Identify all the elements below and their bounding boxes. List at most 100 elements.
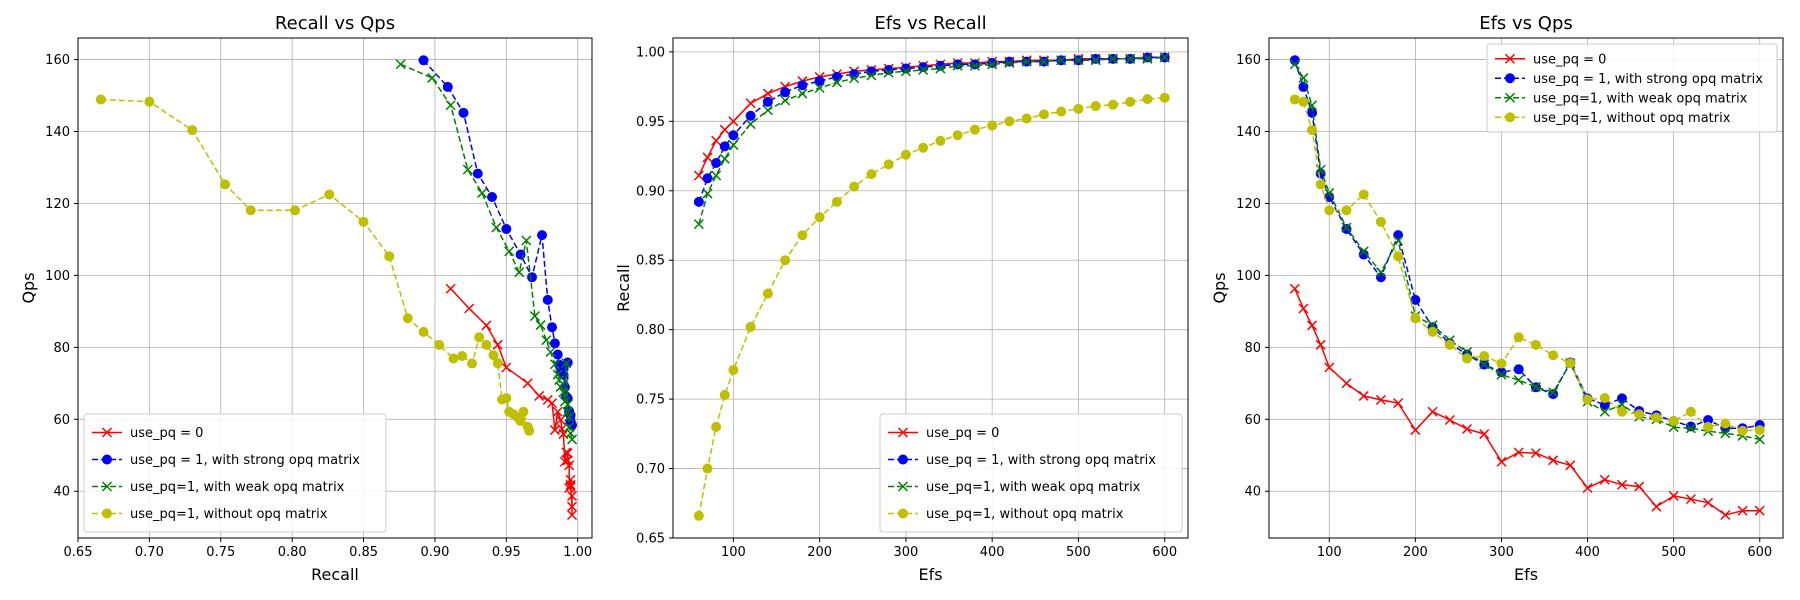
data-point xyxy=(552,406,563,417)
data-point xyxy=(1004,116,1015,127)
data-point xyxy=(1685,423,1696,434)
data-point xyxy=(728,130,739,141)
legend-label: use_pq = 1, with strong opq matrix xyxy=(926,453,1156,468)
data-point xyxy=(477,188,488,199)
data-point xyxy=(472,168,483,179)
data-point xyxy=(1393,235,1404,246)
data-point xyxy=(1651,501,1662,512)
data-point xyxy=(728,364,739,375)
data-point xyxy=(1444,339,1455,350)
data-point xyxy=(458,107,469,118)
data-point xyxy=(1685,494,1696,505)
data-point xyxy=(1142,53,1153,64)
data-point xyxy=(1530,381,1541,392)
legend-marker xyxy=(101,481,113,492)
series-3 xyxy=(693,52,1170,230)
data-point xyxy=(1685,406,1696,417)
data-point xyxy=(1056,55,1067,66)
grid xyxy=(77,38,592,538)
data-point xyxy=(1565,460,1576,471)
y-tick-label: 100 xyxy=(1236,269,1261,284)
data-point xyxy=(546,398,558,409)
legend-box xyxy=(1486,43,1778,133)
data-point xyxy=(1307,320,1318,331)
data-point xyxy=(780,95,791,106)
data-point xyxy=(522,378,533,389)
y-tick-label: 0.70 xyxy=(636,462,665,477)
data-point xyxy=(462,164,473,175)
data-point xyxy=(762,105,773,116)
series-4 xyxy=(95,94,535,436)
series-line xyxy=(1294,98,1760,432)
data-point xyxy=(1307,100,1318,111)
data-point xyxy=(564,411,575,422)
data-point xyxy=(1142,52,1153,63)
legend-label: use_pq=1, without opq matrix xyxy=(926,507,1124,522)
y-tick-label: 80 xyxy=(53,341,70,356)
data-point xyxy=(1737,425,1748,436)
x-tick-label: 400 xyxy=(980,545,1005,560)
x-tick-label: 400 xyxy=(1575,545,1600,560)
data-point xyxy=(702,173,713,184)
data-point xyxy=(883,67,894,78)
data-point xyxy=(1358,246,1369,257)
data-point xyxy=(1616,406,1627,417)
series-1 xyxy=(445,283,578,521)
data-point xyxy=(780,87,791,98)
data-point xyxy=(1754,505,1765,516)
x-tick-label: 200 xyxy=(807,545,832,560)
x-tick-label: 1.00 xyxy=(563,545,592,560)
legend-label: use_pq=1, with weak opq matrix xyxy=(130,480,345,495)
data-point xyxy=(1444,414,1455,426)
data-point xyxy=(1021,56,1032,67)
data-point xyxy=(384,251,395,262)
legend-marker xyxy=(1504,53,1516,64)
data-point xyxy=(1159,52,1170,63)
y-tick-label: 120 xyxy=(1236,197,1261,212)
data-point xyxy=(434,339,445,350)
data-point xyxy=(719,141,730,152)
series-2 xyxy=(418,55,578,431)
y-axis-label: Qps xyxy=(19,272,38,303)
data-point xyxy=(711,135,722,146)
data-point xyxy=(1410,425,1421,436)
data-point xyxy=(952,59,963,70)
data-point xyxy=(1479,359,1490,370)
data-point xyxy=(952,60,963,71)
data-point xyxy=(900,66,911,77)
data-point xyxy=(1462,353,1473,364)
data-point xyxy=(831,196,842,207)
legend: use_pq = 0 use_pq = 1, with strong opq ma… xyxy=(83,413,387,533)
data-point xyxy=(702,463,713,474)
data-point xyxy=(492,358,503,369)
x-tick-label: 300 xyxy=(894,545,919,560)
data-point xyxy=(935,135,946,146)
legend-item: use_pq = 1, with strong opq matrix xyxy=(888,453,1156,468)
data-point xyxy=(1289,59,1300,70)
x-tick-label: 0.85 xyxy=(349,545,378,560)
data-point xyxy=(564,460,575,471)
legend-item: use_pq = 0 xyxy=(888,426,999,441)
series-4 xyxy=(1289,94,1765,436)
data-point xyxy=(187,125,198,136)
x-axis-label: Efs xyxy=(1514,565,1538,584)
data-point xyxy=(521,235,532,246)
data-point xyxy=(418,326,429,337)
series-line xyxy=(400,63,573,440)
x-tick-label: 500 xyxy=(1066,545,1091,560)
data-point xyxy=(1634,409,1645,420)
data-point xyxy=(565,481,576,492)
data-point xyxy=(529,311,540,322)
data-point xyxy=(418,55,429,66)
data-point xyxy=(987,59,998,70)
data-point xyxy=(402,313,413,324)
data-point xyxy=(1599,474,1610,485)
data-point xyxy=(566,490,578,501)
data-point xyxy=(1004,56,1015,67)
data-point xyxy=(445,100,456,111)
data-point xyxy=(987,120,998,131)
data-point xyxy=(866,70,877,81)
data-point xyxy=(1496,358,1507,369)
data-point xyxy=(1324,188,1335,199)
